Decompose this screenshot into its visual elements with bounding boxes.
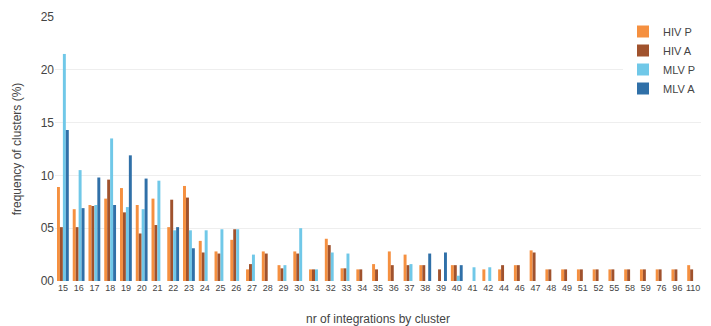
svg-text:47: 47 <box>531 283 541 293</box>
svg-text:44: 44 <box>499 283 509 293</box>
svg-text:35: 35 <box>373 283 383 293</box>
svg-text:HIV P: HIV P <box>663 26 692 38</box>
svg-text:17: 17 <box>89 283 99 293</box>
svg-text:MLV A: MLV A <box>663 83 695 95</box>
svg-text:15: 15 <box>58 283 68 293</box>
svg-text:26: 26 <box>231 283 241 293</box>
svg-text:19: 19 <box>121 283 131 293</box>
svg-text:110: 110 <box>686 283 700 293</box>
svg-text:39: 39 <box>436 283 446 293</box>
svg-text:22: 22 <box>168 283 178 293</box>
svg-text:05: 05 <box>41 221 55 235</box>
svg-text:41: 41 <box>468 283 478 293</box>
svg-text:30: 30 <box>294 283 304 293</box>
svg-text:58: 58 <box>625 283 635 293</box>
svg-text:20: 20 <box>41 63 55 77</box>
svg-text:21: 21 <box>152 283 162 293</box>
svg-text:29: 29 <box>278 283 288 293</box>
svg-text:23: 23 <box>184 283 194 293</box>
svg-text:15: 15 <box>41 116 55 130</box>
svg-text:25: 25 <box>215 283 225 293</box>
svg-text:25: 25 <box>41 10 55 24</box>
svg-text:20: 20 <box>137 283 147 293</box>
svg-text:28: 28 <box>263 283 273 293</box>
svg-text:76: 76 <box>657 283 667 293</box>
svg-text:HIV A: HIV A <box>663 45 692 57</box>
svg-text:18: 18 <box>105 283 115 293</box>
svg-text:24: 24 <box>200 283 210 293</box>
svg-text:27: 27 <box>247 283 257 293</box>
svg-text:96: 96 <box>672 283 682 293</box>
svg-text:36: 36 <box>389 283 399 293</box>
svg-text:38: 38 <box>420 283 430 293</box>
svg-text:40: 40 <box>452 283 462 293</box>
svg-text:33: 33 <box>341 283 351 293</box>
svg-text:32: 32 <box>326 283 336 293</box>
svg-text:46: 46 <box>515 283 525 293</box>
svg-text:16: 16 <box>74 283 84 293</box>
svg-text:42: 42 <box>483 283 493 293</box>
svg-text:34: 34 <box>357 283 367 293</box>
svg-text:37: 37 <box>405 283 415 293</box>
svg-text:52: 52 <box>594 283 604 293</box>
svg-text:frequency of clusters (%): frequency of clusters (%) <box>10 83 24 216</box>
svg-text:00: 00 <box>41 274 55 288</box>
svg-text:nr of integrations by cluster: nr of integrations by cluster <box>306 312 450 326</box>
svg-text:55: 55 <box>609 283 619 293</box>
svg-text:10: 10 <box>41 169 55 183</box>
svg-text:51: 51 <box>578 283 588 293</box>
svg-text:59: 59 <box>641 283 651 293</box>
svg-text:MLV P: MLV P <box>663 64 695 76</box>
svg-text:49: 49 <box>562 283 572 293</box>
svg-text:48: 48 <box>546 283 556 293</box>
svg-text:31: 31 <box>310 283 320 293</box>
